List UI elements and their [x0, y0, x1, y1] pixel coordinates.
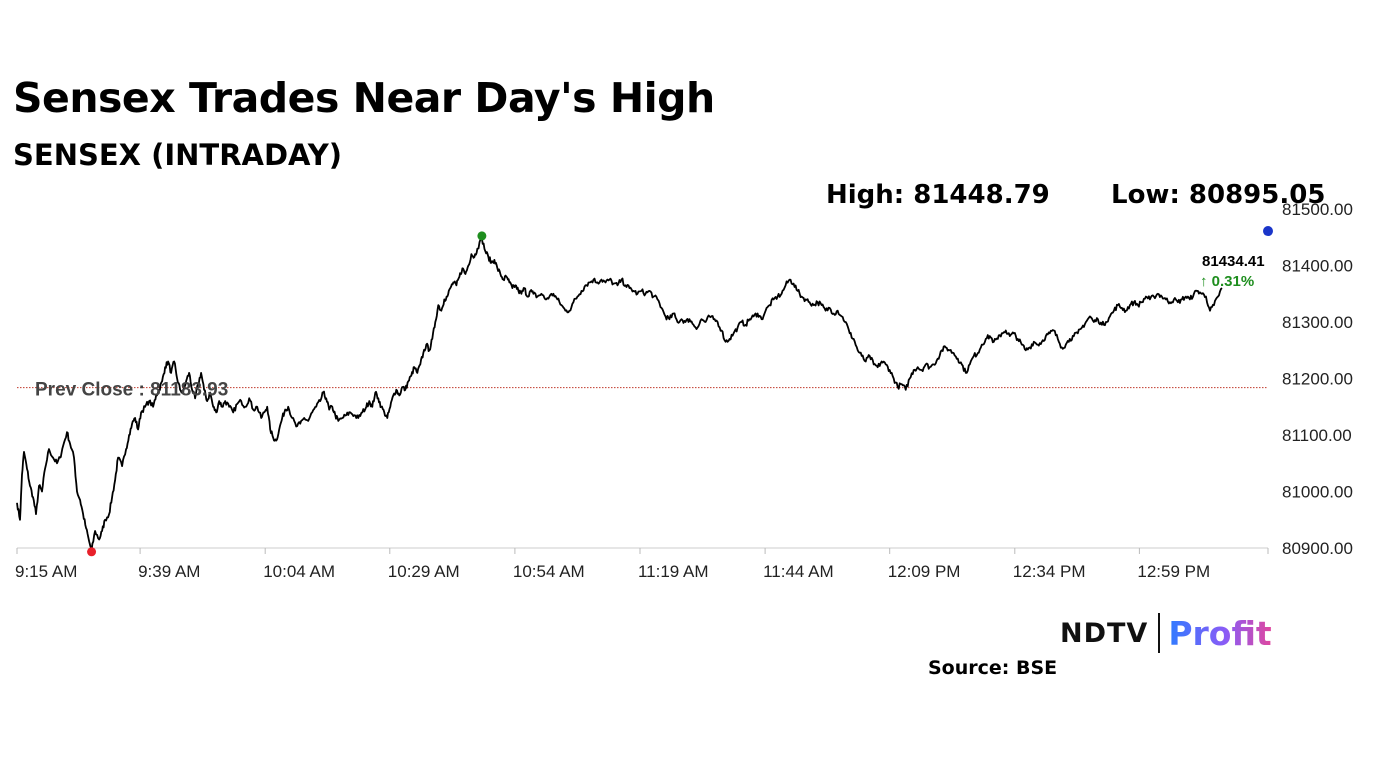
chart-subtitle: SENSEX (INTRADAY): [13, 138, 342, 172]
x-tick-label: 9:39 AM: [138, 562, 200, 581]
brand-separator: [1158, 613, 1161, 653]
y-tick-label: 80900.00: [1282, 539, 1353, 558]
y-tick-label: 81200.00: [1282, 370, 1353, 389]
y-tick-label: 81300.00: [1282, 313, 1353, 332]
x-tick-label: 11:44 AM: [763, 562, 834, 581]
x-tick-label: 11:19 AM: [638, 562, 709, 581]
line-layer: [16, 237, 1223, 552]
prev-close-label: Prev Close : 81183.93: [35, 380, 228, 401]
marker-layer: [87, 226, 1273, 557]
last-price-marker: [1263, 226, 1273, 237]
label-layer: 9:15 AM 9:39 AM 10:04 AM 10:29 AM 10:54 AM 11…: [15, 200, 1353, 581]
day-low-marker: [87, 547, 97, 557]
y-tick-label: 81000.00: [1282, 483, 1353, 502]
day-high-marker: [477, 231, 487, 241]
sensex-price-line: [16, 237, 1223, 552]
y-tick-label: 81400.00: [1282, 257, 1353, 276]
grid-layer: [16, 387, 1269, 554]
x-tick-label: 10:54 AM: [513, 562, 585, 581]
y-tick-label: 81100.00: [1282, 426, 1352, 445]
brand-ndtv: NDTV: [1060, 617, 1149, 649]
day-low-stat: Low: 80895.05: [1111, 180, 1326, 210]
intraday-line-chart: 9:15 AM 9:39 AM 10:04 AM 10:29 AM 10:54 AM 11…: [15, 200, 1353, 581]
x-tick-label: 12:59 PM: [1137, 562, 1210, 581]
day-high-stat: High: 81448.79: [826, 180, 1050, 210]
brand-profit: Profit: [1168, 613, 1272, 653]
x-tick-label: 10:29 AM: [388, 562, 460, 581]
page-title: Sensex Trades Near Day's High: [13, 74, 715, 122]
x-tick-label: 9:15 AM: [15, 562, 77, 581]
ndtv-profit-logo: NDTV Profit: [1060, 608, 1272, 658]
x-tick-label: 10:04 AM: [263, 562, 335, 581]
x-tick-label: 12:09 PM: [888, 562, 961, 581]
last-price-label: 81434.41: [1202, 253, 1265, 270]
x-tick-label: 12:34 PM: [1013, 562, 1086, 581]
y-tick-label: 81500.00: [1282, 200, 1353, 219]
source-note: Source: BSE: [928, 657, 1058, 679]
last-change-label: ↑ 0.31%: [1200, 273, 1254, 290]
